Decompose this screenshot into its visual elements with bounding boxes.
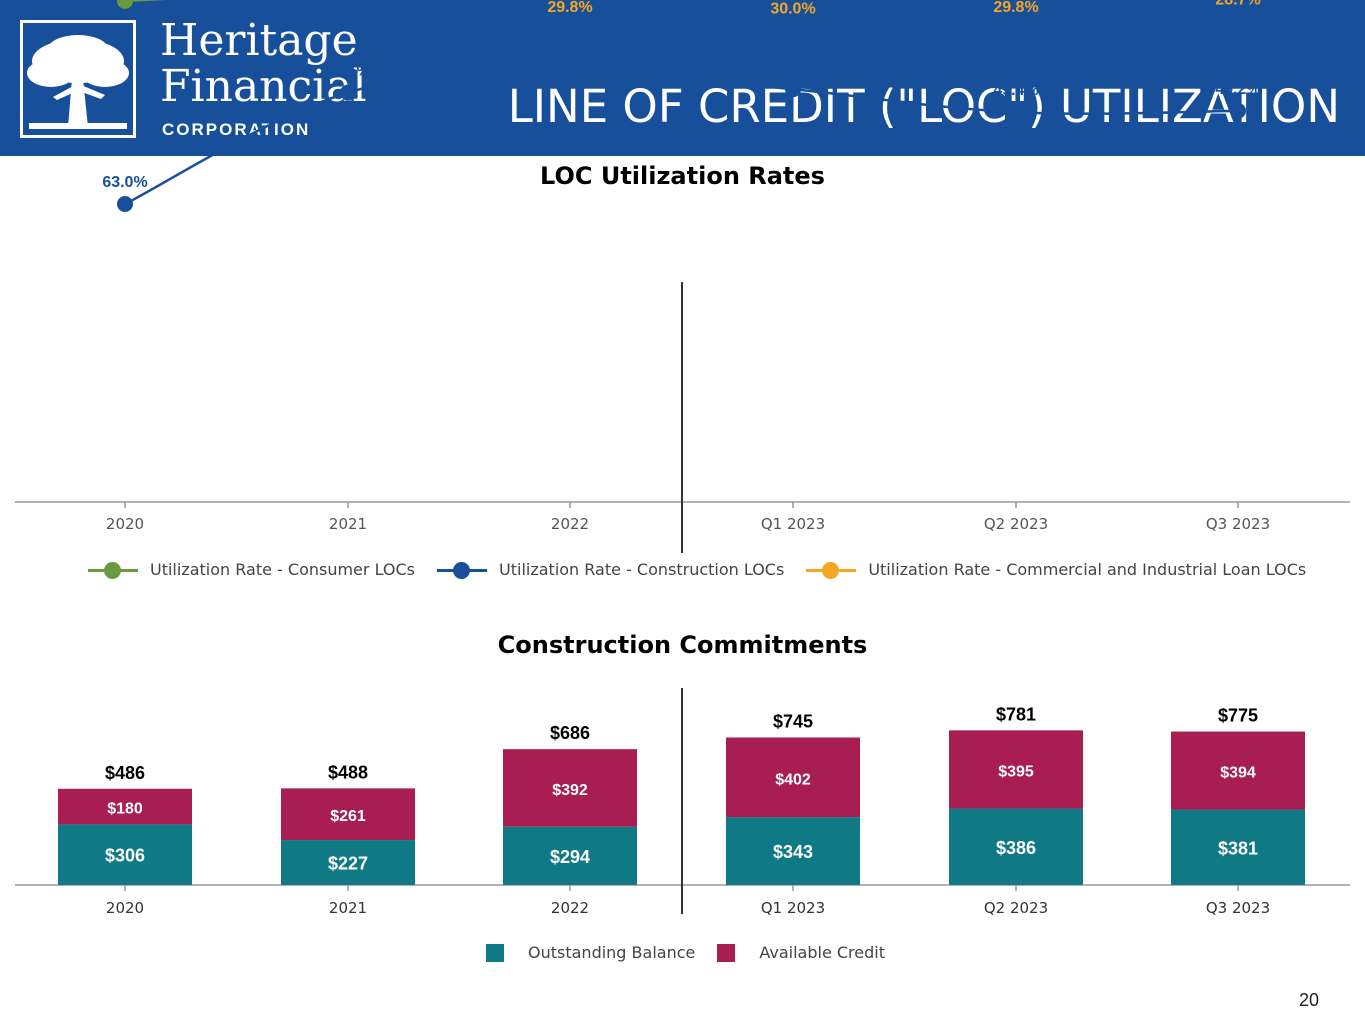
bar-available-credit xyxy=(949,730,1083,809)
bar-label-outstanding: $227 xyxy=(328,854,368,874)
tree-logo-icon xyxy=(20,20,136,138)
bar-total-label: $686 xyxy=(550,723,590,743)
bar-outstanding-balance xyxy=(1171,809,1305,885)
legend-swatch-construction xyxy=(437,561,488,579)
bar-total-label: $781 xyxy=(996,704,1036,724)
bar-available-credit xyxy=(58,788,192,825)
bar-total-label: $745 xyxy=(773,711,813,731)
bar-outstanding-balance xyxy=(58,824,192,885)
bar-outstanding-balance xyxy=(503,826,637,885)
line-point-construction xyxy=(1230,102,1246,119)
legend-label-available: Available Credit xyxy=(759,943,885,962)
legend-item-available: Available Credit xyxy=(717,943,885,962)
bar-chart-x-tick-label: 2020 xyxy=(106,899,144,917)
bar-label-available: $392 xyxy=(552,782,588,799)
bar-label-available: $180 xyxy=(107,801,143,818)
bar-available-credit xyxy=(726,737,860,818)
line-point-construction xyxy=(1008,104,1024,121)
legend-item-outstanding: Outstanding Balance xyxy=(486,943,695,962)
line-point-construction xyxy=(117,196,133,212)
bar-available-credit xyxy=(503,749,637,827)
legend-item-construction: Utilization Rate - Construction LOCs xyxy=(437,560,784,579)
line-chart-x-tick-label: Q2 2023 xyxy=(984,515,1048,533)
bar-label-outstanding: $306 xyxy=(105,846,145,866)
bar-total-label: $488 xyxy=(328,762,368,782)
line-data-label-commercial: 28.7% xyxy=(1215,0,1260,8)
legend-item-commercial: Utilization Rate - Commercial and Indust… xyxy=(806,560,1306,579)
bar-label-outstanding: $381 xyxy=(1218,838,1258,858)
bar-outstanding-balance xyxy=(726,817,860,885)
bar-chart-x-tick-label: 2022 xyxy=(551,899,589,917)
legend-swatch-outstanding xyxy=(486,943,504,962)
bar-outstanding-balance xyxy=(949,808,1083,885)
line-series-consumer xyxy=(124,0,167,3)
line-data-label-commercial: 30.0% xyxy=(770,0,815,17)
line-chart-x-tick-label: 2021 xyxy=(329,515,367,533)
bar-chart-x-tick-label: Q1 2023 xyxy=(761,899,825,917)
legend-swatch-consumer xyxy=(88,561,138,579)
line-point-consumer xyxy=(117,0,133,9)
slide-header: Heritage Financial CORPORATION LINE OF C… xyxy=(0,0,1365,156)
legend-item-consumer: Utilization Rate - Consumer LOCs xyxy=(88,560,415,579)
line-chart-title: LOC Utilization Rates xyxy=(540,162,825,190)
bar-chart-legend: Outstanding Balance Available Credit xyxy=(486,943,885,962)
bar-label-available: $402 xyxy=(775,771,811,788)
bar-available-credit xyxy=(281,788,415,841)
line-chart-x-tick-label: 2020 xyxy=(106,515,144,533)
line-data-label-commercial: 29.8% xyxy=(993,0,1038,16)
page-number: 20 xyxy=(1298,990,1319,1010)
legend-swatch-commercial xyxy=(806,561,857,579)
bar-chart-x-tick-label: Q3 2023 xyxy=(1206,899,1270,917)
line-series-construction xyxy=(124,67,1239,206)
bar-label-outstanding: $294 xyxy=(550,847,590,867)
bar-label-available: $395 xyxy=(998,763,1034,780)
bar-chart-title: Construction Commitments xyxy=(497,631,868,659)
bar-label-available: $261 xyxy=(330,808,366,825)
legend-swatch-available xyxy=(717,943,736,962)
line-data-label-construction: 49.2% xyxy=(1215,81,1260,98)
bar-chart-x-tick-label: Q2 2023 xyxy=(984,899,1048,917)
line-data-label-construction: 63.0% xyxy=(102,174,147,191)
slide-title: LINE OF CREDIT ("LOC") UTILIZATION xyxy=(507,80,1340,133)
legend-label-commercial: Utilization Rate - Commercial and Indust… xyxy=(868,560,1307,579)
line-data-label-construction: 46.0% xyxy=(770,59,815,76)
legend-label-construction: Utilization Rate - Construction LOCs xyxy=(499,560,785,579)
bar-total-label: $775 xyxy=(1218,706,1258,726)
bar-chart-x-tick-label: 2021 xyxy=(329,899,367,917)
logo-wordmark-financial: Financial xyxy=(160,61,367,112)
line-data-label-construction: 46.5% xyxy=(325,63,370,80)
line-chart-x-tick-label: Q1 2023 xyxy=(761,515,825,533)
line-chart-x-tick-label: Q3 2023 xyxy=(1206,515,1270,533)
legend-label-consumer: Utilization Rate - Consumer LOCs xyxy=(150,560,416,579)
line-point-construction xyxy=(340,84,356,101)
logo-wordmark-heritage: Heritage xyxy=(160,15,358,66)
bar-outstanding-balance xyxy=(281,840,415,885)
bar-label-available: $394 xyxy=(1220,765,1256,782)
bar-label-outstanding: $343 xyxy=(773,842,813,862)
legend-label-outstanding: Outstanding Balance xyxy=(528,943,696,962)
line-data-label-construction: 42.9% xyxy=(547,38,592,55)
line-data-label-construction: 49.4% xyxy=(993,82,1038,99)
line-chart-x-tick-label: 2022 xyxy=(551,515,589,533)
line-chart-legend: Utilization Rate - Consumer LOCs Utiliza… xyxy=(88,560,1306,579)
bar-label-outstanding: $386 xyxy=(996,838,1036,858)
line-point-construction xyxy=(562,60,578,77)
line-point-construction xyxy=(785,81,801,98)
line-data-label-commercial: 29.8% xyxy=(547,0,592,16)
bar-available-credit xyxy=(1171,731,1305,810)
bar-total-label: $486 xyxy=(105,763,145,783)
